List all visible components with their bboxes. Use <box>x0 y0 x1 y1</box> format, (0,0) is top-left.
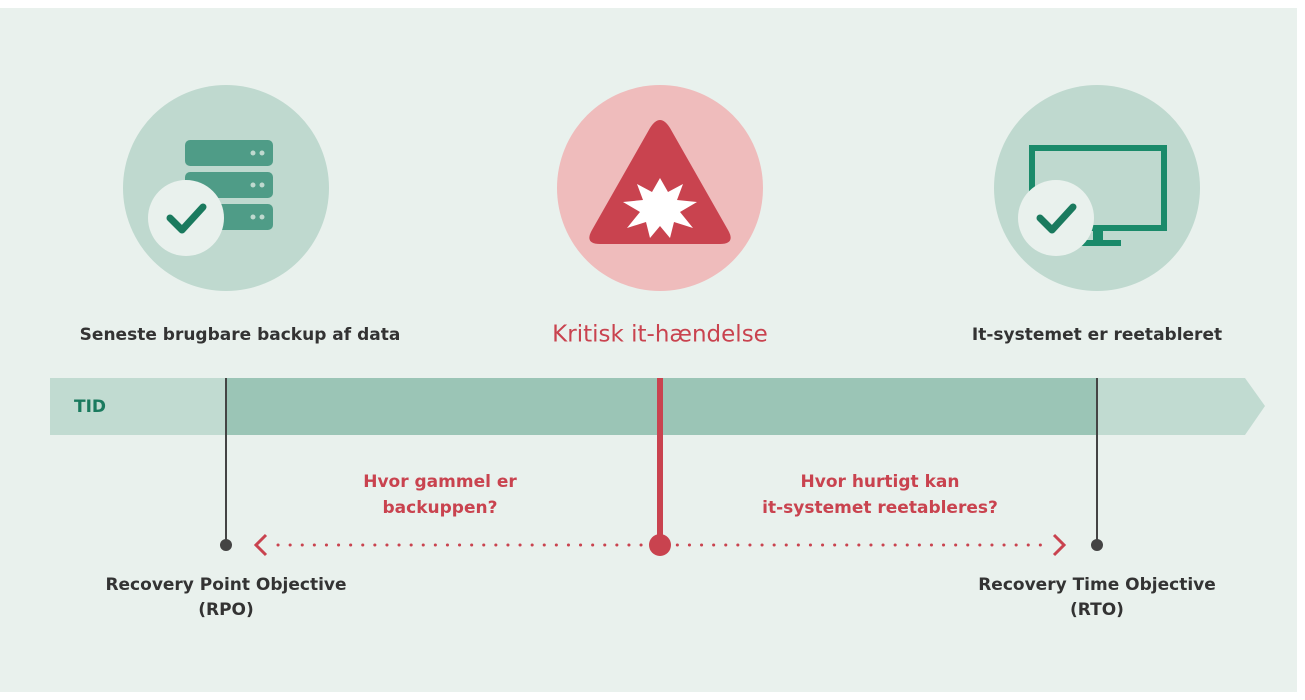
timeline-label: TID <box>74 397 106 417</box>
arrow-head <box>1052 533 1067 557</box>
event-label: Kritisk it-hændelse <box>552 322 768 348</box>
marker-dot <box>1091 539 1103 551</box>
question: Hvor gammel er <box>363 472 517 492</box>
objective: Recovery Time Objective <box>978 575 1216 595</box>
objective: (RTO) <box>1070 600 1124 620</box>
objective: Recovery Point Objective <box>105 575 346 595</box>
event-label: Seneste brugbare backup af data <box>80 325 401 345</box>
objective: (RPO) <box>198 600 254 620</box>
arrow-head <box>253 533 268 557</box>
incident-dot <box>649 534 671 556</box>
question: backuppen? <box>383 498 498 518</box>
question: Hvor hurtigt kan <box>801 472 960 492</box>
event-label: It-systemet er reetableret <box>972 325 1222 345</box>
marker-dot <box>220 539 232 551</box>
alert-icon <box>557 85 763 291</box>
question: it-systemet reetableres? <box>762 498 998 518</box>
backup-icon <box>123 85 329 291</box>
system-icon <box>994 85 1200 291</box>
